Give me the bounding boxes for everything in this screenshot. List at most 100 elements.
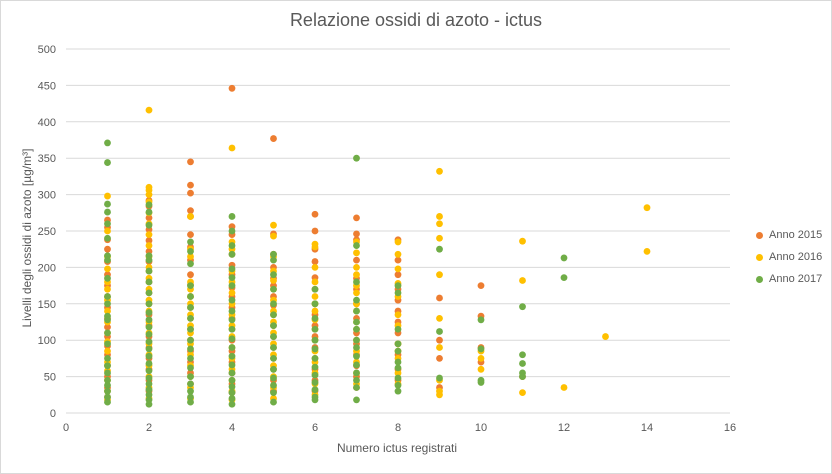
data-point <box>311 355 319 362</box>
data-point <box>270 221 277 229</box>
x-tick-label: 4 <box>229 422 235 434</box>
data-point <box>270 271 277 279</box>
data-point <box>311 264 319 271</box>
data-point <box>104 355 111 362</box>
data-point <box>228 352 236 360</box>
data-point <box>187 181 194 189</box>
data-point <box>187 213 194 220</box>
data-point <box>270 232 277 240</box>
data-point <box>436 314 443 322</box>
data-point <box>643 247 651 255</box>
data-point <box>270 398 277 406</box>
data-point <box>187 189 194 197</box>
data-point <box>104 274 111 282</box>
data-point <box>228 282 236 289</box>
data-point <box>353 256 360 264</box>
data-point <box>270 365 277 373</box>
data-point <box>436 220 443 228</box>
data-point <box>104 369 111 377</box>
x-tick-labels: 0 2 4 6 8 10 12 14 16 <box>63 422 736 434</box>
data-point <box>145 208 153 216</box>
data-point <box>394 311 402 319</box>
data-point <box>353 396 360 404</box>
data-point <box>270 344 277 351</box>
data-point <box>145 400 153 408</box>
data-point <box>270 374 277 382</box>
data-point <box>270 355 277 362</box>
data-point <box>394 387 402 395</box>
data-point <box>311 227 319 235</box>
data-point <box>311 345 319 353</box>
data-point <box>353 230 360 238</box>
data-point <box>353 384 360 391</box>
data-point <box>353 154 360 162</box>
data-point <box>187 231 194 239</box>
data-point <box>353 361 360 369</box>
data-point <box>311 325 319 333</box>
data-point <box>394 282 402 289</box>
legend-marker <box>756 231 763 239</box>
legend-marker <box>756 275 763 283</box>
data-points <box>104 84 651 408</box>
data-point <box>311 210 319 218</box>
data-point <box>519 360 526 367</box>
data-point <box>519 303 526 311</box>
data-point <box>311 379 319 386</box>
data-point <box>436 374 443 382</box>
data-point <box>187 260 194 268</box>
y-tick-labels: 0 50 100 150 200 250 300 350 400 450 500 <box>38 44 56 420</box>
data-point <box>187 314 194 322</box>
y-tick-label: 50 <box>44 372 56 384</box>
legend-label: Anno 2015 <box>769 229 823 241</box>
data-point <box>519 389 526 397</box>
data-point <box>104 293 111 300</box>
data-point <box>145 309 153 316</box>
data-point <box>270 135 277 142</box>
data-point <box>104 159 111 166</box>
data-point <box>145 242 153 249</box>
legend: Anno 2015 Anno 2016 Anno 2017 <box>756 224 822 290</box>
data-point <box>477 345 485 353</box>
data-point <box>270 311 277 319</box>
legend-item: Anno 2015 <box>756 224 822 246</box>
data-point <box>187 304 194 311</box>
data-point <box>104 208 111 216</box>
data-point <box>145 374 153 382</box>
data-point <box>394 271 402 279</box>
data-point <box>104 398 111 406</box>
data-point <box>311 243 319 251</box>
data-point <box>394 374 402 382</box>
data-point <box>270 277 277 284</box>
data-point <box>270 333 277 340</box>
data-point <box>643 204 651 212</box>
data-point <box>145 352 153 360</box>
data-point <box>228 307 236 315</box>
data-point <box>353 264 360 271</box>
data-point <box>477 355 485 362</box>
data-point <box>353 214 360 222</box>
x-tick-label: 6 <box>312 422 318 434</box>
data-point <box>394 238 402 246</box>
data-point <box>394 347 402 355</box>
data-point <box>104 265 111 273</box>
data-point <box>228 383 236 391</box>
data-point <box>228 344 236 351</box>
data-point <box>104 316 111 324</box>
data-point <box>353 296 360 304</box>
data-point <box>145 278 153 286</box>
data-point <box>187 336 194 344</box>
data-point <box>145 323 153 331</box>
gridlines <box>66 48 730 414</box>
data-point <box>270 381 277 389</box>
data-point <box>187 373 194 380</box>
data-point <box>519 237 526 245</box>
data-point <box>104 256 111 264</box>
data-point <box>104 300 111 308</box>
data-point <box>477 365 485 373</box>
x-tick-label: 10 <box>475 422 487 434</box>
series-anno-2017 <box>104 139 568 408</box>
data-point <box>104 227 111 235</box>
data-point <box>104 340 111 348</box>
data-point <box>353 376 360 384</box>
